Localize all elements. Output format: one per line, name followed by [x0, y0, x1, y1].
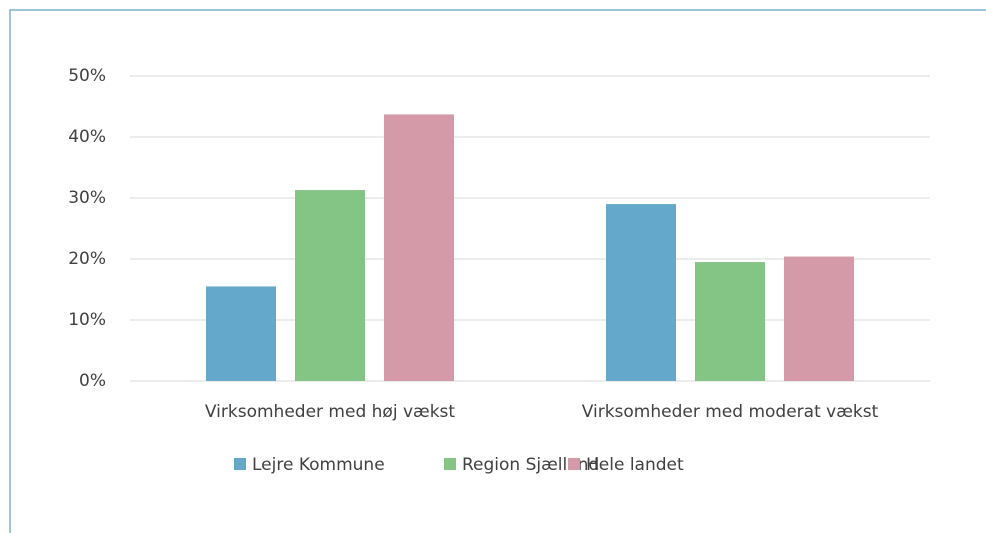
y-tick-label: 10% — [68, 310, 106, 330]
y-tick-label: 40% — [68, 127, 106, 147]
bar — [206, 286, 276, 381]
legend-swatch — [444, 458, 456, 470]
legend-swatch — [568, 458, 580, 470]
y-tick-label: 50% — [68, 66, 106, 86]
legend-swatch — [234, 458, 246, 470]
legend-label: Hele landet — [586, 455, 684, 475]
x-tick-label: Virksomheder med moderat vækst — [582, 402, 879, 422]
bar — [295, 190, 365, 381]
y-tick-label: 20% — [68, 249, 106, 269]
x-tick-label: Virksomheder med høj vækst — [205, 402, 455, 422]
y-tick-label: 0% — [79, 371, 106, 391]
bar — [784, 256, 854, 381]
frame — [9, 9, 986, 533]
y-tick-label: 30% — [68, 188, 106, 208]
bar — [384, 114, 454, 382]
legend-label: Lejre Kommune — [252, 455, 385, 475]
bar — [695, 262, 765, 381]
bar — [606, 204, 676, 381]
legend-label: Region Sjælland — [462, 455, 599, 475]
